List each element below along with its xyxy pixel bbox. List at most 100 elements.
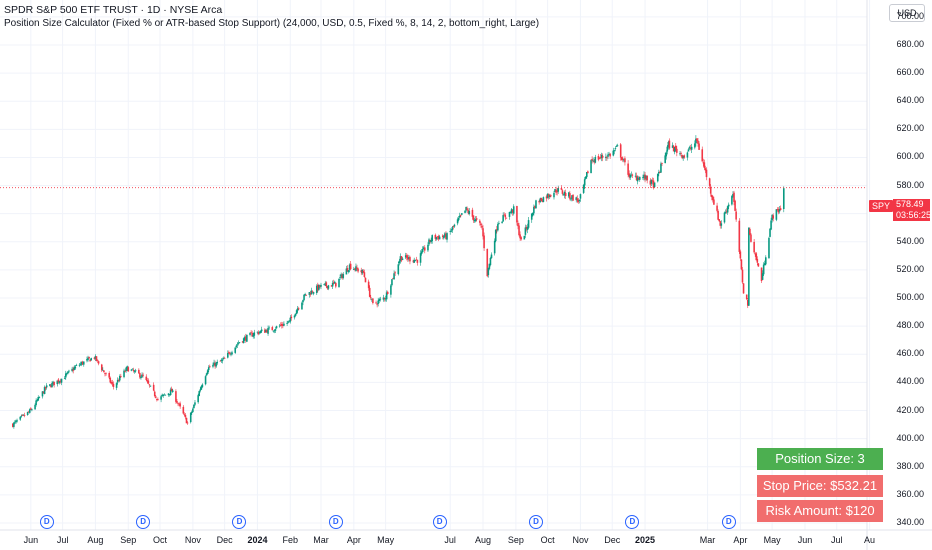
dividend-marker[interactable]: D bbox=[432, 515, 447, 529]
candle-body bbox=[555, 189, 557, 193]
candle-body bbox=[175, 391, 177, 402]
candle-body bbox=[517, 223, 519, 227]
candle-body bbox=[430, 240, 432, 243]
candle-body bbox=[390, 285, 392, 295]
candle-body bbox=[419, 253, 422, 263]
dividend-marker[interactable]: D bbox=[39, 515, 54, 529]
candle-body bbox=[683, 155, 686, 158]
candle-body bbox=[488, 263, 491, 269]
candle-body bbox=[750, 234, 752, 242]
candle-body bbox=[511, 210, 514, 213]
candle-body bbox=[252, 334, 255, 337]
candle-body bbox=[104, 373, 106, 375]
dividend-marker[interactable]: D bbox=[528, 515, 543, 529]
dividend-marker[interactable]: D bbox=[625, 515, 640, 529]
candle-body bbox=[168, 394, 171, 395]
candle-body bbox=[498, 223, 500, 225]
candle-body bbox=[164, 394, 167, 396]
candle-body bbox=[132, 369, 135, 372]
dividend-marker[interactable]: D bbox=[721, 515, 736, 529]
price-tick-label: 540.00 bbox=[896, 235, 924, 246]
candle-body bbox=[444, 233, 446, 237]
candle-body bbox=[199, 389, 202, 391]
candle-body bbox=[204, 376, 207, 385]
price-tick-label: 640.00 bbox=[896, 95, 924, 106]
dividend-marker[interactable]: D bbox=[136, 515, 151, 529]
candle-body bbox=[162, 394, 165, 397]
candle-body bbox=[327, 285, 330, 289]
candle-body bbox=[762, 264, 765, 275]
candle-body bbox=[679, 153, 681, 155]
currency-button[interactable]: USD bbox=[889, 4, 925, 22]
price-tick-label: 340.00 bbox=[896, 516, 924, 527]
candle-body bbox=[26, 411, 29, 416]
candle-body bbox=[464, 210, 466, 213]
price-tick-label: 520.00 bbox=[896, 263, 924, 274]
price-tick-label: 400.00 bbox=[896, 432, 924, 443]
candle-body bbox=[289, 317, 292, 322]
candle-body bbox=[111, 382, 114, 384]
candle-body bbox=[31, 409, 33, 411]
candle-body bbox=[466, 208, 468, 210]
candle-body bbox=[79, 363, 82, 365]
candle-body bbox=[200, 386, 203, 390]
candle-body bbox=[20, 415, 23, 417]
candle-body bbox=[735, 211, 737, 220]
candle-body bbox=[523, 235, 526, 240]
price-tick-label: 620.00 bbox=[896, 123, 924, 134]
candle-body bbox=[465, 207, 467, 211]
dividend-marker[interactable]: D bbox=[232, 515, 247, 529]
candle-body bbox=[14, 421, 16, 423]
dividend-marker[interactable]: D bbox=[328, 515, 343, 529]
candle-body bbox=[592, 160, 594, 162]
candle-body bbox=[698, 143, 700, 150]
candle-body bbox=[93, 357, 96, 359]
candle-body bbox=[383, 297, 386, 300]
price-tick-label: 420.00 bbox=[896, 404, 924, 415]
price-tick-label: 580.00 bbox=[896, 179, 924, 190]
candle-body bbox=[378, 299, 381, 302]
indicator-label[interactable]: Position Size Calculator (Fixed % or ATR… bbox=[4, 18, 540, 29]
candle-body bbox=[109, 377, 112, 383]
candle-body bbox=[81, 361, 84, 365]
candle-body bbox=[764, 257, 767, 265]
candle-body bbox=[601, 155, 604, 158]
candle-body bbox=[296, 308, 299, 311]
candle-body bbox=[643, 174, 645, 179]
candle-body bbox=[219, 360, 222, 362]
candle-body bbox=[342, 274, 345, 278]
candle-body bbox=[363, 272, 366, 277]
candle-body bbox=[250, 332, 252, 334]
candle-body bbox=[763, 263, 766, 266]
candle-body bbox=[616, 145, 619, 147]
candle-body bbox=[501, 221, 503, 223]
candle-body bbox=[414, 259, 417, 261]
candle-body bbox=[167, 393, 170, 396]
candle-body bbox=[642, 177, 644, 178]
candle-body bbox=[482, 228, 484, 237]
candle-body bbox=[67, 371, 69, 374]
candle-body bbox=[619, 144, 622, 158]
candle-body bbox=[629, 174, 632, 178]
candle-body bbox=[19, 416, 22, 420]
candle-body bbox=[712, 196, 714, 201]
candle-body bbox=[385, 292, 388, 300]
candle-body bbox=[353, 268, 355, 270]
candle-body bbox=[732, 194, 734, 197]
candle-body bbox=[206, 370, 209, 374]
candle-body bbox=[399, 256, 402, 262]
candle-body bbox=[754, 253, 756, 255]
candle-body bbox=[222, 358, 225, 360]
candle-body bbox=[186, 422, 189, 424]
candle-body bbox=[134, 370, 137, 372]
candle-body bbox=[748, 227, 750, 306]
candle-body bbox=[467, 210, 470, 214]
candle-body bbox=[776, 209, 779, 211]
candle-body bbox=[118, 376, 121, 381]
candle-body bbox=[74, 366, 77, 369]
candle-body bbox=[249, 332, 251, 335]
candle-body bbox=[772, 215, 774, 219]
time-tick-label: Jul bbox=[56, 535, 69, 545]
candle-body bbox=[480, 223, 482, 226]
